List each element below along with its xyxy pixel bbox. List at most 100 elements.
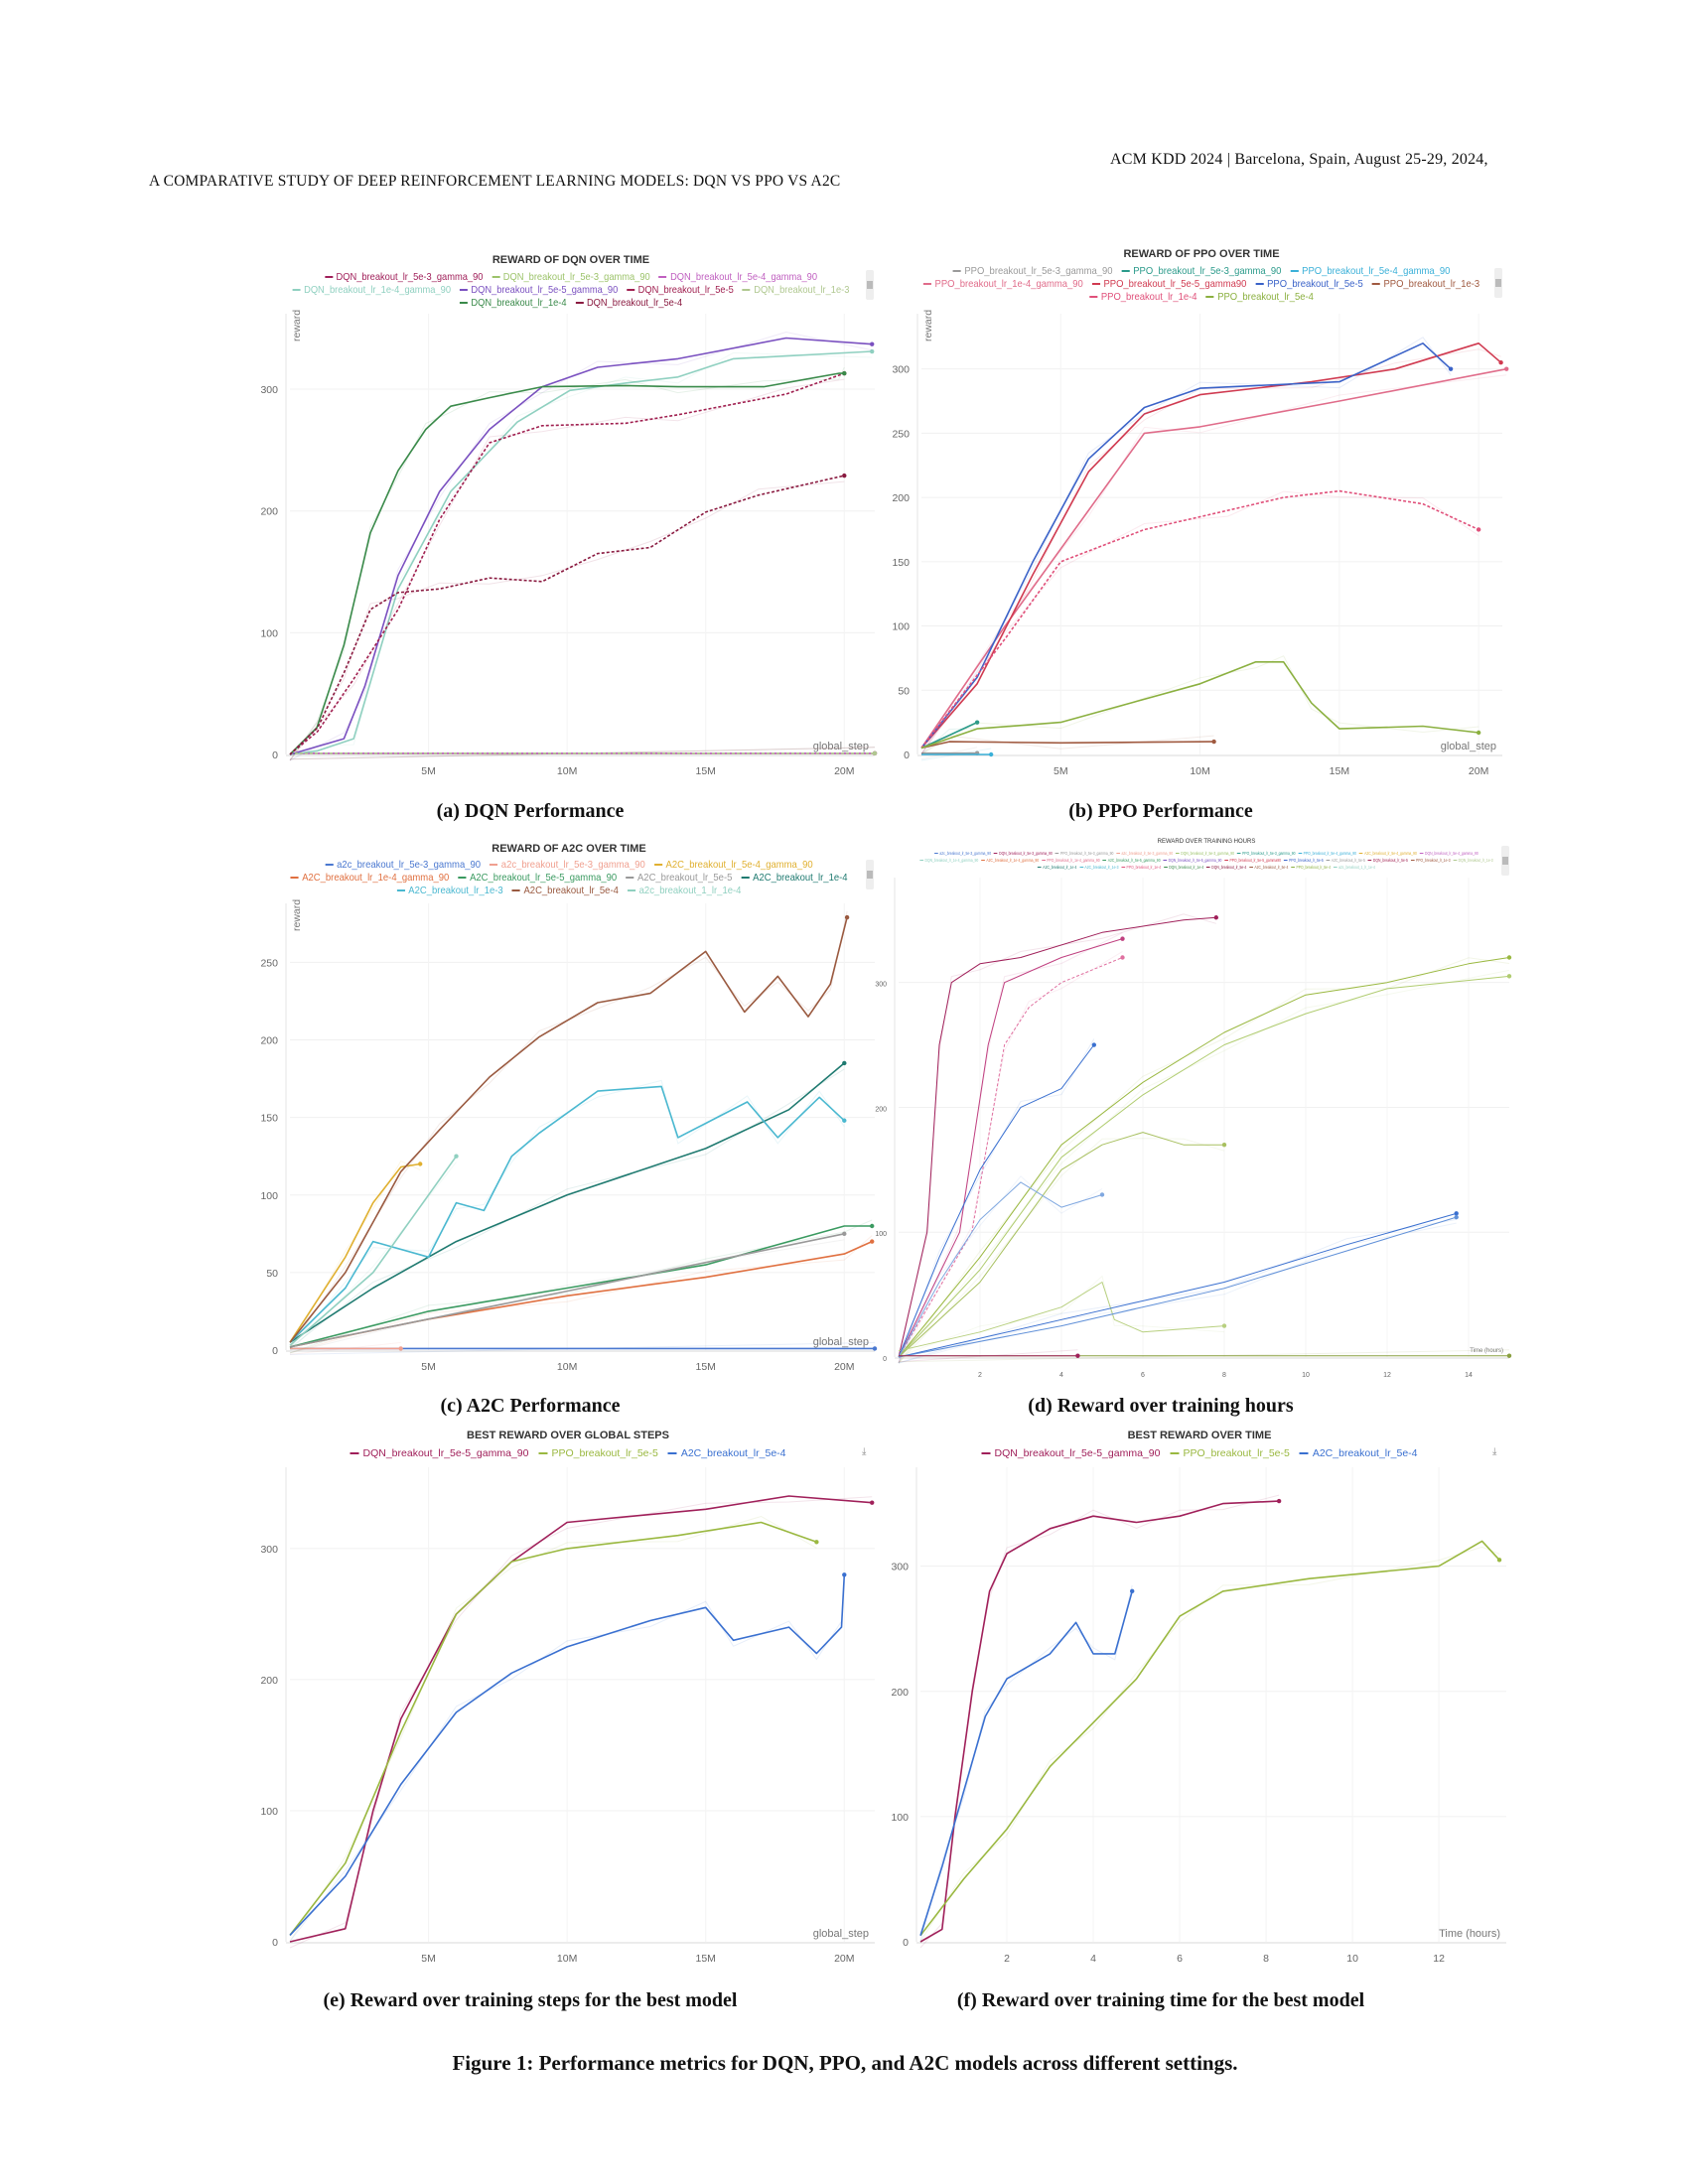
scroll-thumb[interactable] <box>867 871 873 879</box>
series-line[interactable] <box>898 1132 1224 1358</box>
legend-scrollbar[interactable] <box>866 270 874 300</box>
series-line[interactable] <box>289 1233 845 1348</box>
legend-entry[interactable]: DQN_breakout_lr_1e-4_gamma_90 <box>919 857 978 864</box>
legend-entry[interactable]: DQN_breakout_lr_5e-4_gamma_90 <box>658 271 817 284</box>
legend-entry[interactable]: A2C_breakout_lr_1e-4 <box>741 872 848 885</box>
scroll-thumb[interactable] <box>867 281 873 289</box>
legend-entry[interactable]: A2C_breakout_lr_5e-5 <box>1326 857 1365 864</box>
legend-entry[interactable]: PPO_breakout_lr_5e-5 <box>1170 1447 1290 1460</box>
legend-entry[interactable]: DQN_breakout_lr_5e-5_gamma_90 <box>350 1447 528 1460</box>
series-line[interactable] <box>898 957 1510 1358</box>
series-line[interactable] <box>898 957 1123 1358</box>
legend-entry[interactable]: PPO_breakout_lr_5e-4_gamma_90 <box>1290 265 1450 278</box>
series-line[interactable] <box>289 475 845 755</box>
series-line[interactable] <box>289 350 873 755</box>
legend-entry[interactable]: a2c_breakout_lr_5e-3_gamma_90 <box>934 850 991 857</box>
legend-entry[interactable]: DQN_breakout_lr_5e-3_gamma_90 <box>1176 850 1234 857</box>
series-line[interactable] <box>289 372 845 755</box>
legend-entry[interactable]: DQN_breakout_lr_5e-5_gamma_90 <box>459 284 618 297</box>
series-line[interactable] <box>898 1216 1457 1358</box>
legend-entry[interactable]: DQN_breakout_lr_5e-5_gamma_90 <box>981 1447 1160 1460</box>
legend-entry[interactable]: PPO_breakout_lr_5e-5 <box>1283 857 1324 864</box>
legend-entry[interactable]: A2C_breakout_lr_5e-4_gamma_90 <box>653 859 813 872</box>
series-line[interactable] <box>919 1500 1280 1943</box>
series-line[interactable] <box>919 1540 1500 1937</box>
legend-entry[interactable]: a2c_breakout_1_lr_1e-4 <box>627 885 741 897</box>
legend-entry[interactable]: a2c_breakout_lr_5e-3_gamma_90 <box>1116 850 1173 857</box>
legend-entry[interactable]: a2c_breakout_lr_5e-3_gamma_90 <box>490 859 645 872</box>
legend-entry[interactable]: DQN_breakout_lr_5e-5 <box>627 284 734 297</box>
series-line[interactable] <box>919 1590 1133 1936</box>
series-line[interactable] <box>898 916 1216 1358</box>
series-line[interactable] <box>898 1282 1225 1352</box>
legend-entry[interactable]: DQN_breakout_lr_5e-5_gamma_90 <box>1163 857 1221 864</box>
series-line[interactable] <box>289 1574 846 1936</box>
legend-entry[interactable]: DQN_breakout_lr_5e-5 <box>1367 857 1408 864</box>
legend-entry[interactable]: PPO_breakout_lr_5e-5 <box>538 1447 658 1460</box>
series-line[interactable] <box>920 661 1479 750</box>
legend-entry[interactable]: PPO_breakout_lr_5e-4 <box>1205 291 1314 304</box>
series-line[interactable] <box>920 342 1452 749</box>
legend-entry[interactable]: PPO_breakout_lr_1e-3 <box>1371 278 1479 291</box>
legend-entry[interactable]: DQN_breakout_lr_1e-4_gamma_90 <box>292 284 451 297</box>
legend-entry[interactable]: DQN_breakout_lr_1e-4 <box>1164 864 1203 871</box>
series-line[interactable] <box>898 1044 1095 1358</box>
legend-entry[interactable]: PPO_breakout_lr_5e-3_gamma_90 <box>1236 850 1296 857</box>
series-line[interactable] <box>898 975 1510 1358</box>
legend-entry[interactable]: A2C_breakout_lr_5e-5 <box>626 872 732 885</box>
legend-entry[interactable]: PPO_breakout_lr_1e-4_gamma_90 <box>922 278 1083 291</box>
series-line[interactable] <box>920 489 1479 749</box>
download-icon[interactable]: ⤓ <box>862 1446 867 1457</box>
legend-entry[interactable]: DQN_breakout_lr_1e-3 <box>1453 857 1493 864</box>
legend-entry[interactable]: A2C_breakout_lr_5e-5_gamma_90 <box>1102 857 1161 864</box>
legend-entry[interactable]: DQN_breakout_lr_1e-4 <box>459 297 567 310</box>
legend-entry[interactable]: PPO_breakout_lr_5e-5_gamma90 <box>1224 857 1281 864</box>
series-line[interactable] <box>289 1062 845 1343</box>
series-line[interactable] <box>289 1156 458 1346</box>
series-line[interactable] <box>289 372 845 755</box>
legend-entry[interactable]: DQN_breakout_lr_1e-3 <box>742 284 849 297</box>
series-line[interactable] <box>289 1162 421 1343</box>
series-line[interactable] <box>920 342 1502 750</box>
legend-entry[interactable]: DQN_breakout_lr_5e-3_gamma_90 <box>994 850 1053 857</box>
legend-scrollbar[interactable] <box>1494 268 1502 298</box>
legend-entry[interactable]: PPO_breakout_lr_1e-4_gamma_90 <box>1042 857 1100 864</box>
legend-entry[interactable]: a2c_breakout_lr_5e-3_gamma_90 <box>325 859 481 872</box>
legend-entry[interactable]: PPO_breakout_lr_1e-4 <box>1121 864 1161 871</box>
series-line[interactable] <box>289 337 873 755</box>
legend-entry[interactable]: PPO_breakout_lr_5e-3_gamma_90 <box>1121 265 1281 278</box>
series-line[interactable] <box>289 1495 873 1943</box>
series-line[interactable] <box>898 938 1123 1358</box>
legend-scrollbar[interactable] <box>866 860 874 889</box>
legend-entry[interactable]: A2C_breakout_lr_5e-5_gamma_90 <box>458 872 617 885</box>
download-icon[interactable]: ⤓ <box>1492 1446 1497 1457</box>
series-line[interactable] <box>289 916 848 1343</box>
series-line[interactable] <box>898 1181 1103 1358</box>
legend-entry[interactable]: PPO_breakout_lr_1e-4 <box>1089 291 1197 304</box>
series-line[interactable] <box>289 1521 817 1936</box>
legend-entry[interactable]: A2C_breakout_lr_5e-4 <box>667 1447 786 1460</box>
legend-entry[interactable]: PPO_breakout_lr_5e-4_gamma_90 <box>1298 850 1356 857</box>
legend-entry[interactable]: A2C_breakout_lr_1e-4_gamma_90 <box>290 872 449 885</box>
legend-entry[interactable]: DQN_breakout_lr_5e-4 <box>1206 864 1246 871</box>
legend-entry[interactable]: A2C_breakout_lr_1e-4_gamma_90 <box>981 857 1039 864</box>
series-line[interactable] <box>898 1212 1457 1358</box>
scroll-thumb[interactable] <box>1495 279 1501 287</box>
legend-entry[interactable]: PPO_breakout_lr_5e-5 <box>1255 278 1363 291</box>
legend-entry[interactable]: PPO_breakout_lr_5e-5_gamma90 <box>1091 278 1246 291</box>
legend-entry[interactable]: PPO_breakout_lr_5e-3_gamma_90 <box>1055 850 1113 857</box>
legend-entry[interactable]: A2C_breakout_lr_5e-4 <box>1249 864 1288 871</box>
legend-entry[interactable]: A2C_breakout_lr_1e-4 <box>1038 864 1076 871</box>
legend-entry[interactable]: A2C_breakout_lr_5e-4 <box>511 885 619 897</box>
series-line[interactable] <box>920 741 1214 750</box>
legend-entry[interactable]: DQN_breakout_lr_5e-3_gamma_90 <box>325 271 483 284</box>
legend-entry[interactable]: DQN_breakout_lr_5e-4_gamma_90 <box>1419 850 1478 857</box>
series-line[interactable] <box>920 721 978 750</box>
legend-entry[interactable]: PPO_breakout_lr_5e-4 <box>1291 864 1331 871</box>
legend-entry[interactable]: A2C_breakout_lr_5e-4 <box>1299 1447 1418 1460</box>
legend-scrollbar[interactable] <box>1501 846 1509 876</box>
legend-entry[interactable]: A2C_breakout_lr_5e-4_gamma_90 <box>1358 850 1417 857</box>
legend-entry[interactable]: A2C_breakout_lr_1e-3 <box>396 885 503 897</box>
series-line[interactable] <box>920 367 1507 749</box>
scroll-thumb[interactable] <box>1502 857 1508 865</box>
